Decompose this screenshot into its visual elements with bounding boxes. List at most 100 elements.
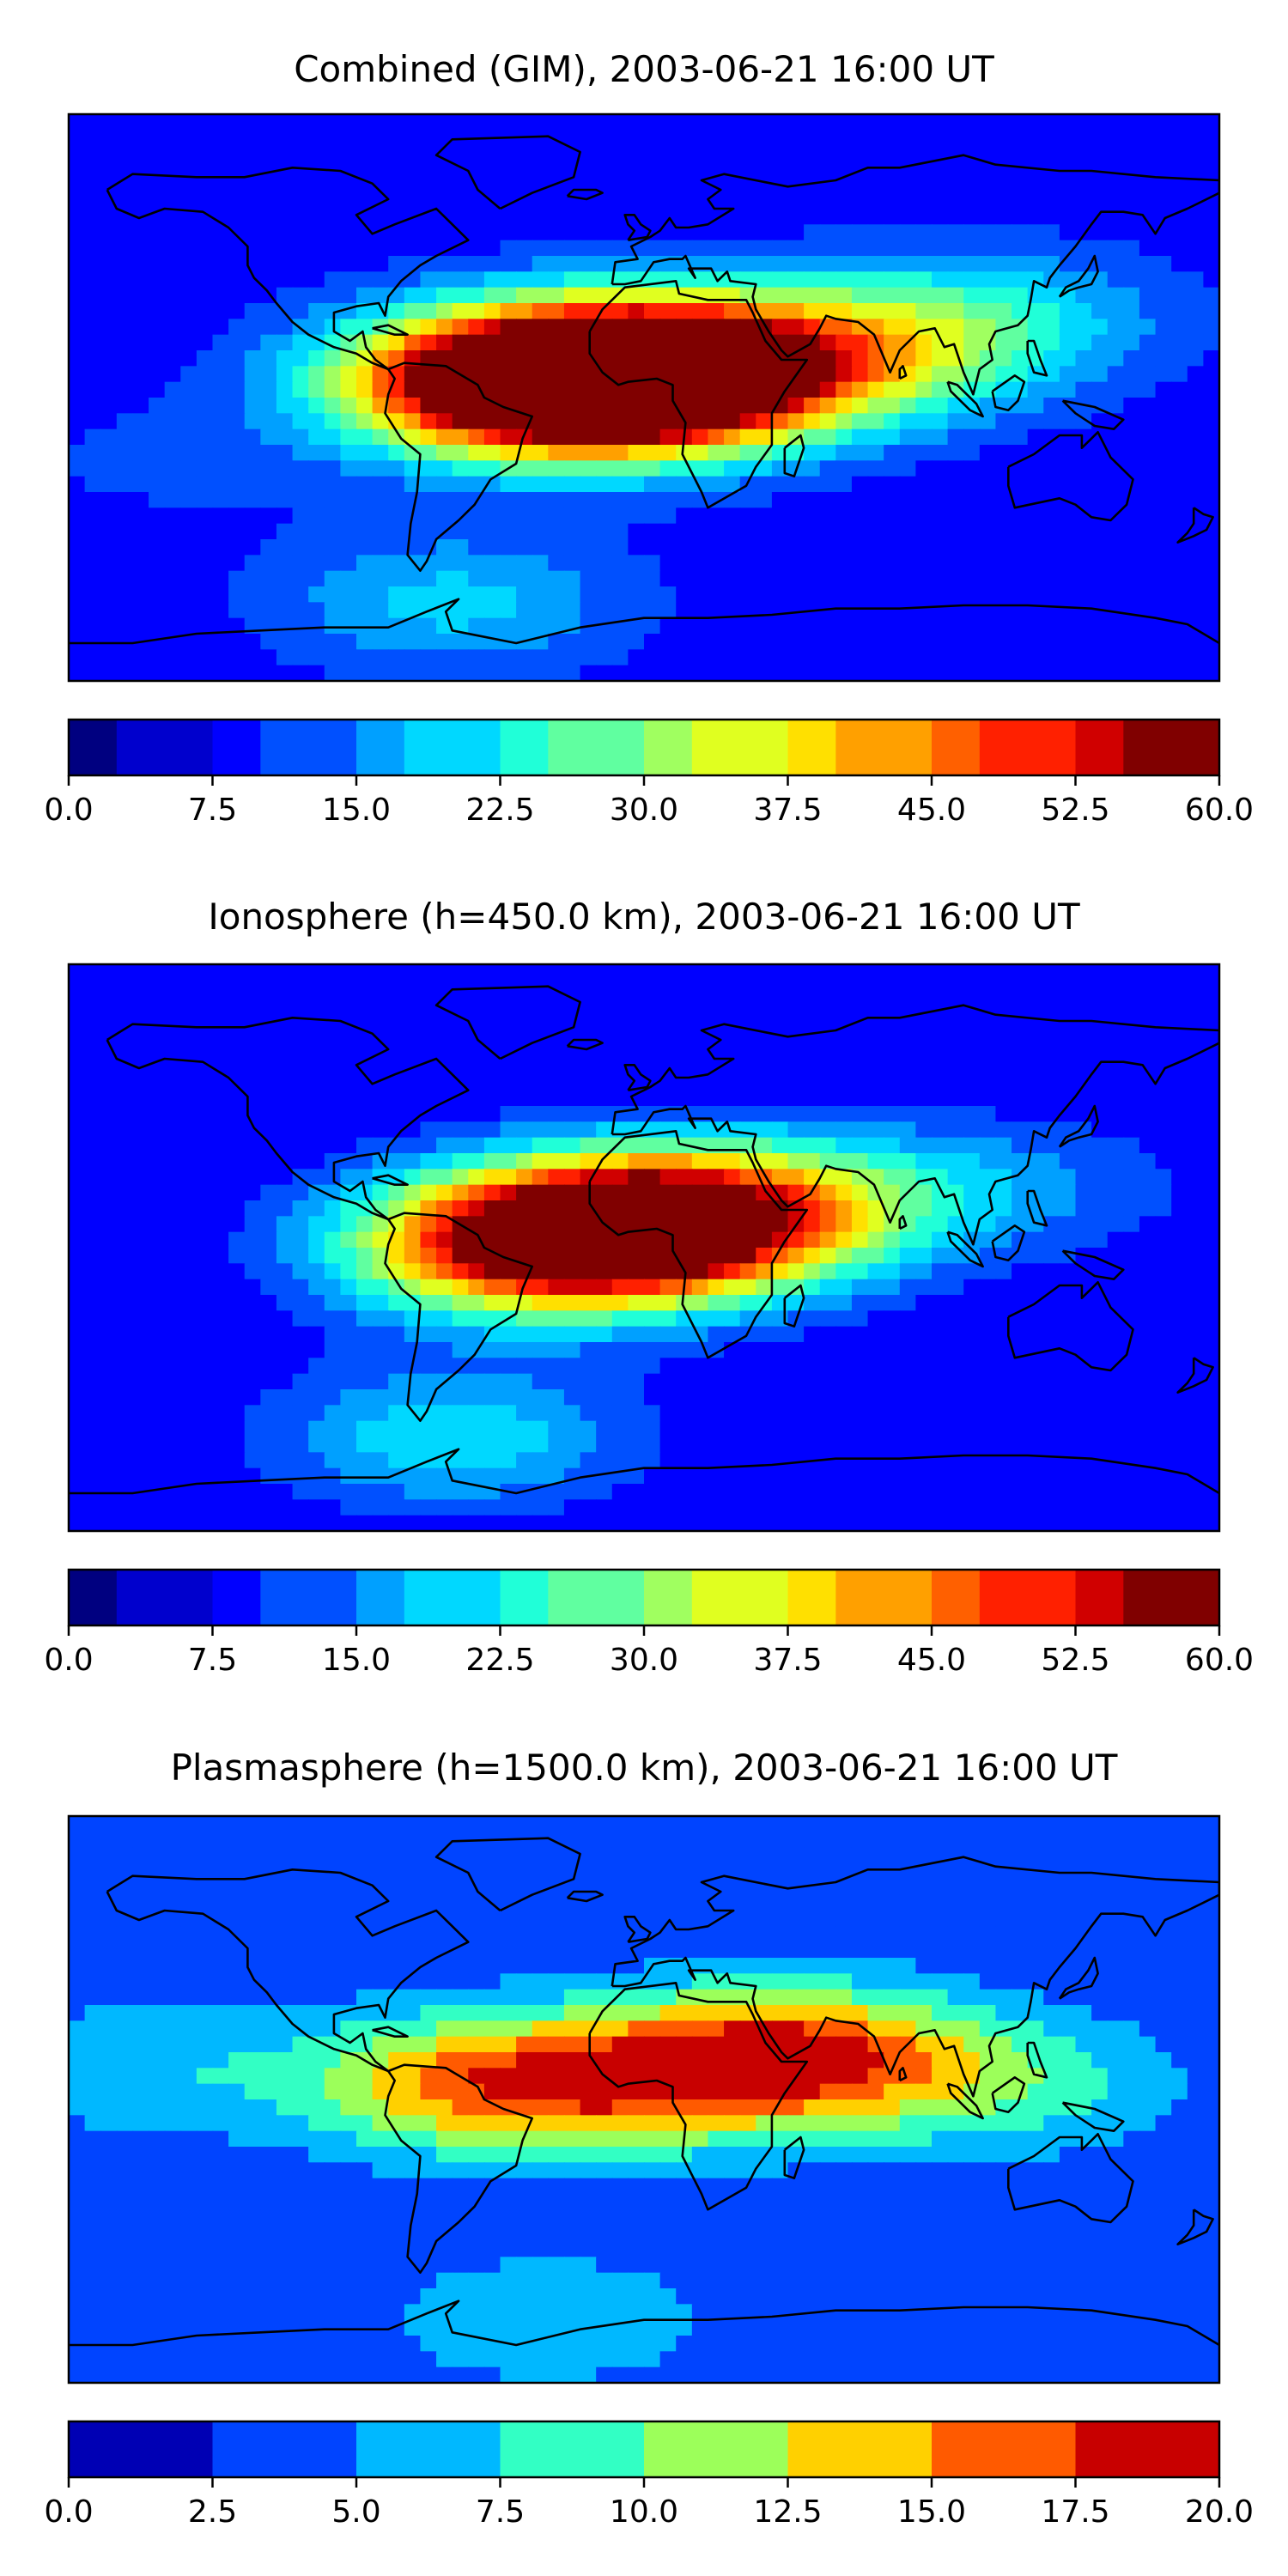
- field-cell: [835, 1295, 853, 1312]
- field-cell: [244, 319, 262, 336]
- field-cell: [324, 980, 342, 997]
- field-cell: [1059, 1074, 1077, 1091]
- field-cell: [739, 1074, 757, 1091]
- field-cell: [580, 1295, 597, 1312]
- field-cell: [787, 964, 805, 981]
- field-cell: [1139, 1153, 1157, 1170]
- field-cell: [116, 161, 134, 179]
- field-cell: [356, 460, 374, 477]
- coastline-antarctica: [69, 598, 1219, 645]
- field-cell: [580, 980, 597, 997]
- field-cell: [644, 1420, 661, 1437]
- field-cell: [771, 130, 789, 147]
- field-cell: [308, 1326, 325, 1343]
- field-cell: [308, 964, 325, 981]
- field-cell: [1139, 303, 1157, 320]
- field-cell: [580, 413, 597, 430]
- field-cell: [1107, 570, 1125, 587]
- field-cell: [835, 1169, 853, 1186]
- field-cell: [659, 177, 677, 194]
- field-cell: [483, 161, 501, 179]
- field-cell: [532, 209, 550, 226]
- field-cell: [116, 1437, 134, 1454]
- field-cell: [340, 980, 357, 997]
- field-cell: [276, 964, 294, 981]
- field-cell: [1012, 1326, 1029, 1343]
- field-cell: [516, 209, 533, 226]
- field-cell: [308, 476, 325, 493]
- field-cell: [835, 617, 853, 635]
- field-cell: [1139, 334, 1157, 351]
- field-cell: [1043, 1169, 1060, 1186]
- field-cell: [452, 287, 470, 304]
- field-cell: [915, 287, 933, 304]
- field-cell: [899, 209, 917, 226]
- field-cell: [1139, 1326, 1157, 1343]
- coastline-greenland: [434, 135, 581, 210]
- field-cell: [1123, 1042, 1140, 1060]
- field-cell: [1139, 980, 1157, 997]
- field-cell: [1155, 1184, 1172, 1201]
- field-cell: [84, 177, 102, 194]
- field-cell: [628, 507, 645, 525]
- field-cell: [100, 256, 118, 273]
- field-cell: [676, 665, 693, 681]
- field-cell: [947, 1310, 965, 1327]
- field-cell: [659, 224, 677, 241]
- field-cell: [548, 1420, 565, 1437]
- field-cell: [659, 114, 677, 131]
- field-cell: [340, 634, 357, 651]
- field-cell: [500, 1452, 517, 1469]
- field-cell: [483, 1358, 501, 1375]
- field-cell: [884, 460, 901, 477]
- field-cell: [979, 1295, 997, 1312]
- field-cell: [324, 224, 342, 241]
- field-cell: [292, 1326, 309, 1343]
- field-cell: [1155, 634, 1172, 651]
- field-cell: [676, 570, 693, 587]
- field-cell: [628, 398, 645, 415]
- field-cell: [756, 507, 773, 525]
- field-cell: [1155, 334, 1172, 351]
- field-cell: [995, 177, 1012, 194]
- field-cell: [580, 665, 597, 681]
- field-cell: [500, 1074, 517, 1091]
- field-cell: [1091, 995, 1109, 1012]
- field-cell: [819, 964, 837, 981]
- field-cell: [548, 995, 565, 1012]
- field-cell: [276, 1263, 294, 1280]
- field-cell: [932, 507, 949, 525]
- field-cell: [116, 586, 134, 604]
- field-cell: [388, 460, 405, 477]
- field-cell: [819, 507, 837, 525]
- field-cell: [324, 1231, 342, 1249]
- field-cell: [212, 1279, 229, 1296]
- field-cell: [867, 523, 884, 540]
- field-cell: [340, 398, 357, 415]
- field-cell: [1012, 1121, 1029, 1139]
- field-cell: [708, 649, 725, 666]
- field-cell: [915, 161, 933, 179]
- field-cell: [1171, 476, 1188, 493]
- field-cell: [596, 319, 613, 336]
- field-cell: [116, 634, 134, 651]
- field-cell: [1027, 1090, 1045, 1107]
- field-cell: [404, 1216, 422, 1233]
- field-cell: [532, 1074, 550, 1091]
- field-cell: [100, 287, 118, 304]
- field-cell: [260, 1153, 277, 1170]
- field-cell: [420, 1279, 437, 1296]
- field-cell: [708, 1137, 725, 1154]
- field-cell: [292, 507, 309, 525]
- field-cell: [116, 665, 134, 681]
- field-cell: [1123, 350, 1140, 368]
- field-cell: [691, 1373, 709, 1390]
- field-cell: [995, 555, 1012, 572]
- field-cell: [1139, 398, 1157, 415]
- field-cell: [516, 145, 533, 162]
- field-cell: [308, 1373, 325, 1390]
- field-cell: [483, 1467, 501, 1485]
- field-cell: [276, 665, 294, 681]
- field-cell: [851, 1216, 869, 1233]
- field-cell: [787, 224, 805, 241]
